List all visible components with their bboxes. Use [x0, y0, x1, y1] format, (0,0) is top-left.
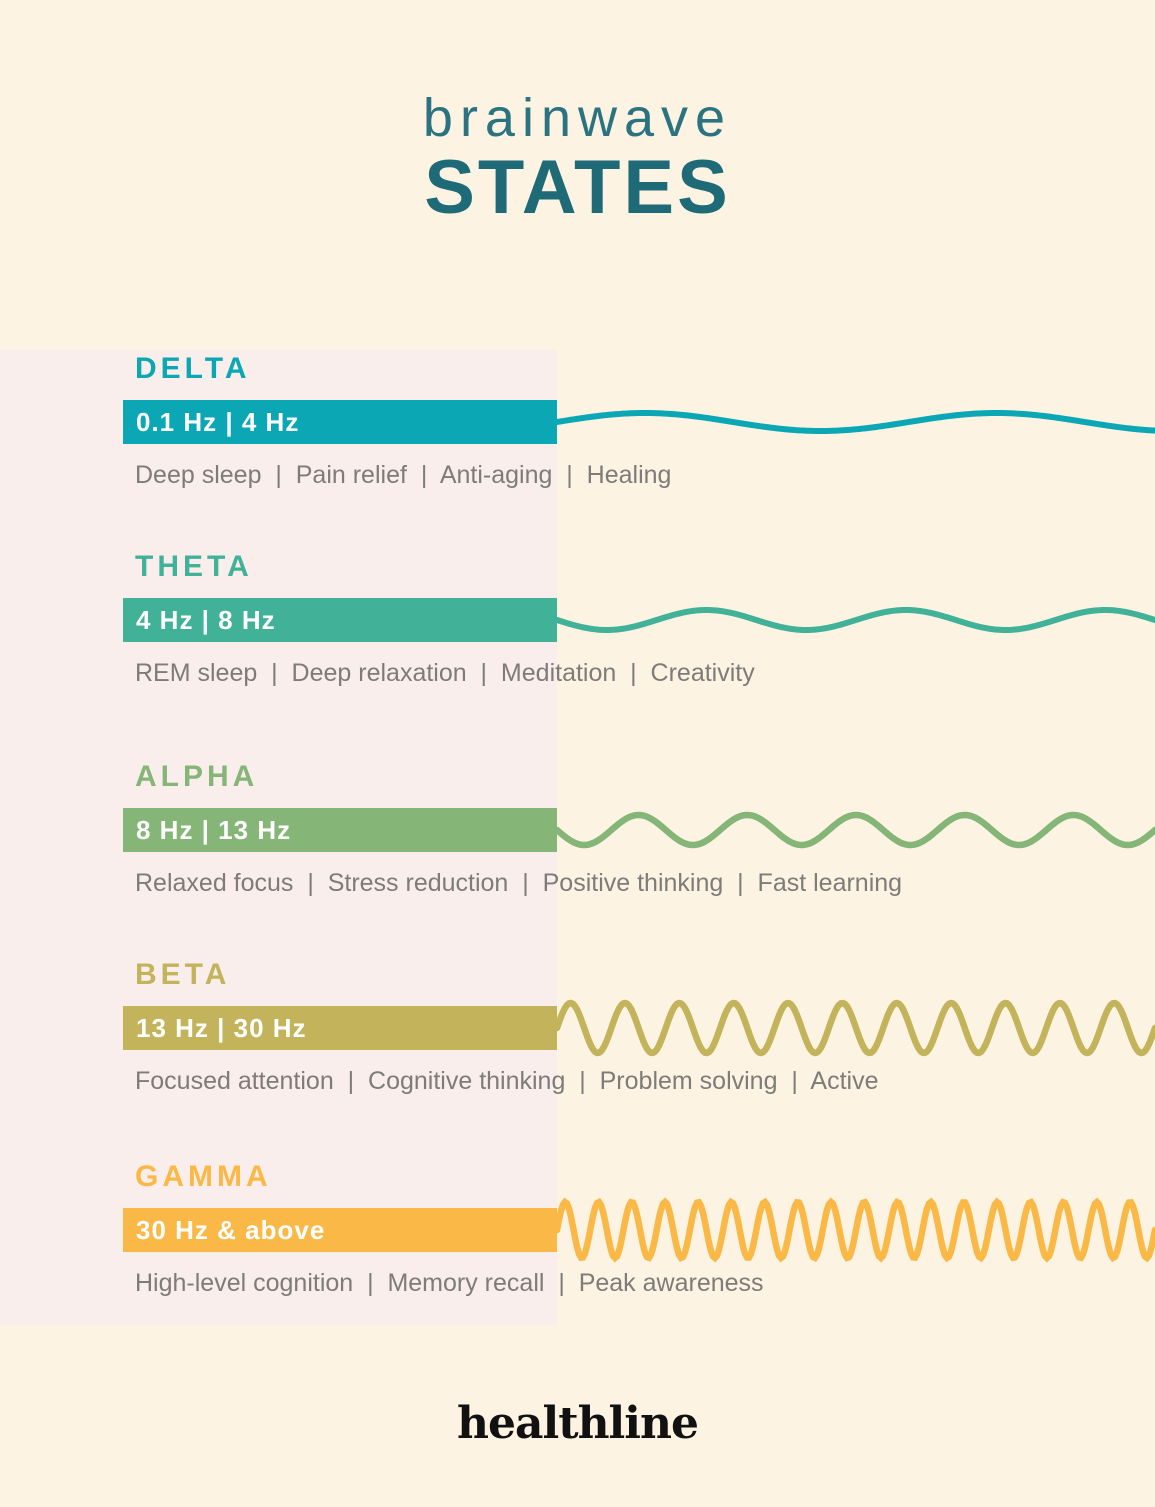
alpha-benefits-text: Relaxed focus | Stress reduction | Posit…: [135, 869, 903, 897]
alpha-bar-row: 8 Hz | 13 Hz: [123, 808, 1155, 852]
delta-frequency-bar: 0.1 Hz | 4 Hz: [123, 400, 557, 444]
band-section-alpha: ALPHA 8 Hz | 13 Hz Relaxed focus | Stres…: [123, 760, 1155, 920]
delta-benefits-text: Deep sleep | Pain relief | Anti-aging | …: [135, 461, 672, 489]
alpha-frequency-bar: 8 Hz | 13 Hz: [123, 808, 557, 852]
beta-benefits-text: Focused attention | Cognitive thinking |…: [135, 1067, 879, 1095]
delta-frequency-label: 0.1 Hz | 4 Hz: [136, 406, 300, 437]
gamma-wave-icon: [557, 1197, 1155, 1263]
band-name-alpha: ALPHA: [135, 760, 259, 793]
theta-wave-icon: [557, 606, 1155, 634]
title-states: STATES: [424, 145, 731, 230]
band-name-gamma: GAMMA: [135, 1160, 272, 1193]
beta-frequency-bar: 13 Hz | 30 Hz: [123, 1006, 557, 1050]
title-brainwave: brainwave: [422, 88, 733, 148]
beta-frequency-label: 13 Hz | 30 Hz: [136, 1012, 307, 1043]
band-section-gamma: GAMMA 30 Hz & above High-level cognition…: [123, 1160, 1155, 1320]
alpha-frequency-label: 8 Hz | 13 Hz: [136, 814, 292, 845]
footer: healthline: [0, 1398, 1155, 1449]
gamma-frequency-label: 30 Hz & above: [136, 1214, 326, 1245]
gamma-bar-row: 30 Hz & above: [123, 1197, 1155, 1263]
band-section-beta: BETA 13 Hz | 30 Hz Focused attention | C…: [123, 958, 1155, 1118]
beta-bar-row: 13 Hz | 30 Hz: [123, 999, 1155, 1057]
delta-wave-icon: [557, 409, 1155, 434]
band-section-theta: THETA 4 Hz | 8 Hz REM sleep | Deep relax…: [123, 550, 1155, 710]
band-name-delta: DELTA: [135, 352, 251, 385]
healthline-logo: healthline: [457, 1398, 699, 1449]
page-title: brainwave STATES: [0, 0, 1155, 226]
alpha-wave-icon: [557, 811, 1155, 849]
beta-wave-icon: [557, 999, 1155, 1057]
delta-bar-row: 0.1 Hz | 4 Hz: [123, 400, 1155, 444]
band-section-delta: DELTA 0.1 Hz | 4 Hz Deep sleep | Pain re…: [123, 352, 1155, 512]
band-name-beta: BETA: [135, 958, 231, 991]
theta-frequency-bar: 4 Hz | 8 Hz: [123, 598, 557, 642]
theta-frequency-label: 4 Hz | 8 Hz: [136, 604, 276, 635]
theta-bar-row: 4 Hz | 8 Hz: [123, 598, 1155, 642]
band-name-theta: THETA: [135, 550, 253, 583]
gamma-frequency-bar: 30 Hz & above: [123, 1208, 557, 1252]
theta-benefits-text: REM sleep | Deep relaxation | Meditation…: [135, 659, 755, 687]
gamma-benefits-text: High-level cognition | Memory recall | P…: [135, 1269, 764, 1297]
